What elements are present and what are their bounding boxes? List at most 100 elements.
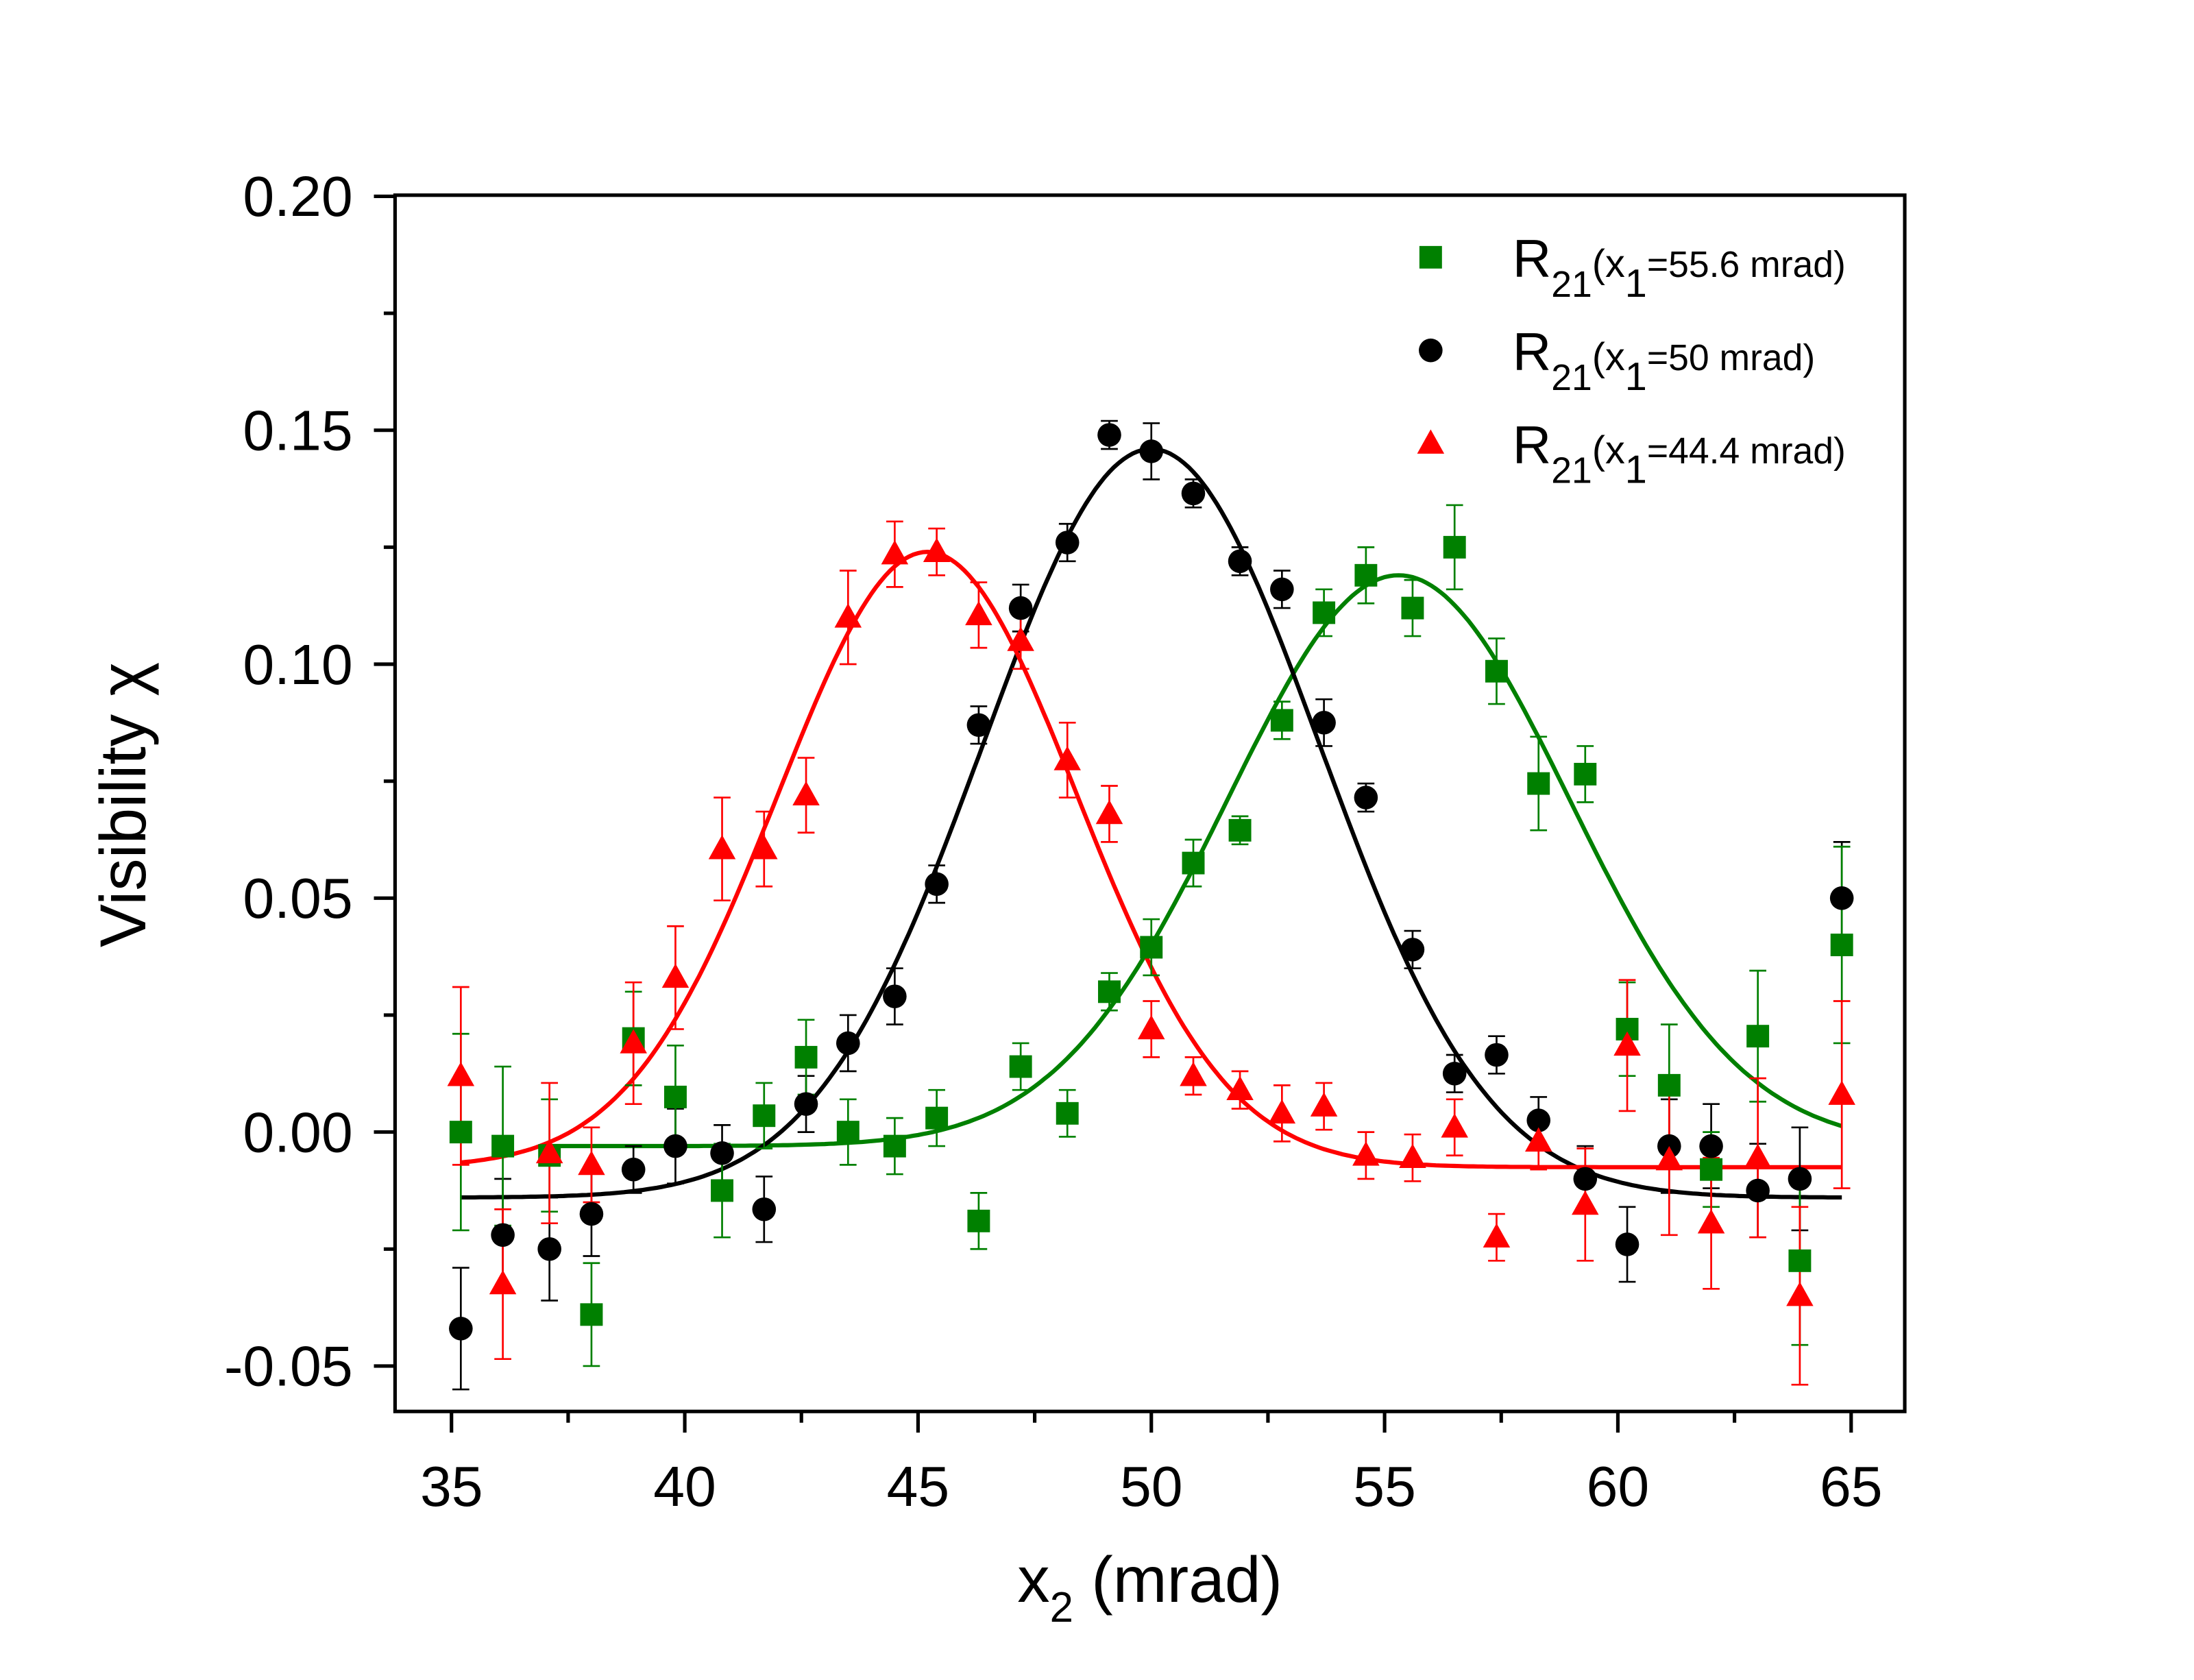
data-point-triangle [1310,1092,1338,1117]
data-point-circle [1526,1108,1551,1132]
y-tick-label: 0.05 [243,867,352,930]
data-point-square [1313,601,1336,624]
data-point-square [1228,818,1252,842]
data-point-circle [491,1223,515,1247]
legend-label-part: 21 [1551,265,1592,305]
x-axis-label-sub: 2 [1050,1584,1073,1631]
data-point-square [1746,1025,1770,1048]
data-point-circle [1829,886,1854,910]
data-point-triangle [578,1150,605,1176]
data-point-circle [1181,481,1206,506]
data-point-triangle [881,540,909,565]
data-point-triangle [1655,1145,1683,1171]
data-point-square [925,1106,949,1130]
data-point-circle [663,1134,687,1158]
data-point-triangle [792,781,820,805]
x-tick-label: 50 [1120,1455,1183,1518]
x-axis-label: x2 (mrad) [1017,1544,1282,1631]
data-point-circle [1788,1167,1812,1191]
data-point-square [1098,980,1121,1003]
data-point-circle [579,1202,604,1226]
data-point-circle [1354,786,1378,809]
legend-label-part: 1 [1625,262,1647,306]
data-point-triangle [708,835,736,860]
data-point-circle [1442,1061,1467,1086]
data-point-triangle [1053,746,1081,770]
data-point-triangle [1613,1031,1641,1056]
x-tick-label: 40 [653,1455,716,1518]
data-point-triangle [1226,1075,1254,1101]
data-point-square [1182,851,1205,875]
data-point-circle [710,1141,734,1165]
data-point-triangle [834,603,862,628]
legend-label: R21(x1=55.6 mrad) [1513,228,1846,306]
fit-curves [460,446,1843,1200]
data-point-triangle [489,1269,517,1295]
y-axis-label: Visibility χ [87,662,160,947]
error-bars [452,419,1851,1391]
data-point-circle [537,1237,561,1261]
legend-label: R21(x1=50 mrad) [1513,321,1816,399]
data-point-triangle [923,537,951,563]
legend-marker-triangle [1417,429,1445,454]
y-tick-label: 0.20 [243,165,352,228]
data-point-triangle [1828,1080,1855,1105]
data-point-triangle [1095,799,1123,825]
legend-label-part: 1 [1625,355,1647,399]
data-point-triangle [1399,1143,1426,1168]
data-point-circle [449,1317,473,1341]
data-point-square [753,1104,776,1128]
data-markers [447,423,1855,1341]
data-point-square [883,1134,906,1158]
data-point-square [1140,936,1163,959]
data-point-square [663,1085,687,1108]
legend-label-part: =55.6 mrad) [1647,245,1846,285]
data-point-triangle [1572,1190,1599,1215]
data-point-circle [1615,1232,1640,1256]
data-point-circle [752,1197,777,1221]
data-point-triangle [751,835,778,860]
data-point-circle [1228,549,1252,574]
data-point-square [1270,709,1293,732]
data-point-square [836,1121,860,1144]
data-point-circle [1573,1167,1598,1191]
legend-label-part: R [1513,321,1552,382]
data-point-square [491,1134,515,1158]
data-point-circle [1400,938,1425,962]
legend-marker-square [1419,245,1442,269]
data-point-circle [925,872,949,897]
data-point-circle [1097,423,1121,447]
x-axis-label-main: x [1017,1544,1049,1616]
data-point-circle [621,1157,646,1182]
data-point-square [1700,1158,1723,1181]
legend-marker-circle [1419,338,1443,363]
data-point-circle [1746,1178,1770,1203]
data-point-square [1401,596,1424,620]
data-point-circle [1008,596,1033,620]
data-point-triangle [447,1062,475,1086]
data-point-triangle [1268,1099,1296,1124]
data-point-circle [1312,711,1336,735]
data-point-triangle [1441,1113,1468,1138]
legend-label-part: 21 [1551,451,1592,491]
data-point-circle [794,1092,818,1116]
data-point-square [1657,1073,1681,1097]
y-tick-label: 0.10 [243,633,352,696]
x-tick-label: 35 [420,1455,483,1518]
fit-curve-circle [461,446,1842,1200]
y-tick-label: 0.15 [243,400,352,463]
data-point-triangle [1007,626,1034,651]
data-point-triangle [620,1029,647,1054]
data-point-triangle [1180,1062,1207,1086]
data-point-square [967,1209,990,1232]
data-point-square [1443,535,1466,559]
data-point-triangle [1137,1014,1165,1040]
fit-curve-triangle [460,550,1842,1169]
legend-label-part: 1 [1625,448,1647,492]
data-point-triangle [1786,1281,1814,1306]
data-point-square [449,1121,472,1144]
data-point-square [1354,563,1378,587]
legend-label-part: R [1513,415,1552,475]
data-point-circle [1699,1134,1723,1158]
